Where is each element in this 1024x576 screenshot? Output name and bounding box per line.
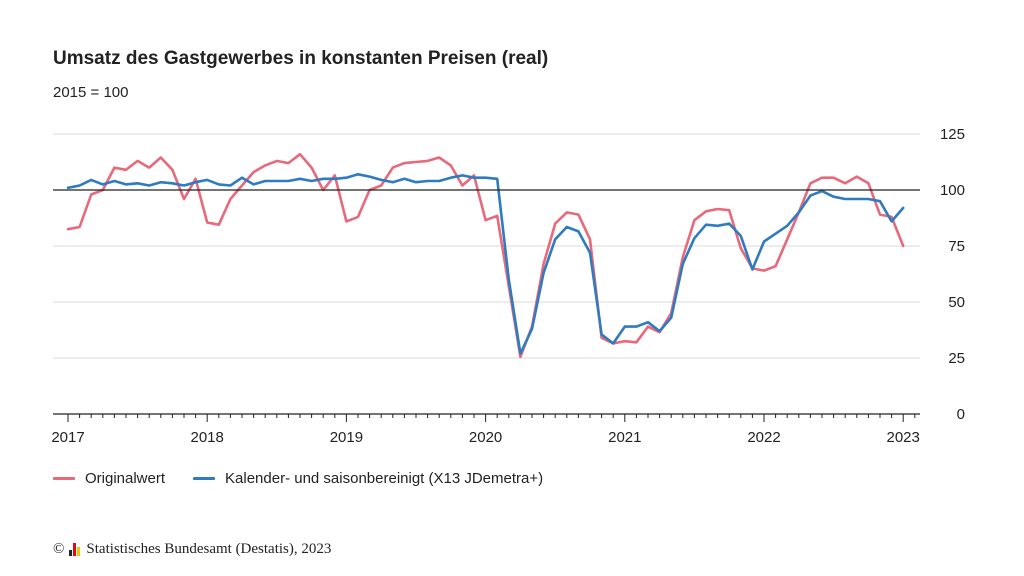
y-tick-label: 50 [948,294,965,311]
destatis-logo-icon [69,543,81,556]
series-line-originalwert [66,152,905,359]
x-tick-label: 2020 [469,429,502,446]
y-tick-label: 125 [940,126,965,143]
legend-item-bereinigt: Kalender- und saisonbereinigt (X13 JDeme… [193,470,543,487]
series-line-bereinigt [66,173,905,355]
x-tick-label: 2023 [887,429,920,446]
x-tick-label: 2018 [191,429,224,446]
y-axis-ticks: 0 25 50 75 100 125 [940,126,965,423]
legend: Originalwert Kalender- und saisonbereini… [53,470,571,487]
y-tick-label: 0 [957,406,965,423]
x-tick-label: 2019 [330,429,363,446]
source-footer: © Statistisches Bundesamt (Destatis), 20… [53,541,331,558]
source-text: Statistisches Bundesamt (Destatis), 2023 [86,541,332,557]
y-tick-label: 25 [948,350,965,367]
series-lines [66,152,905,359]
y-tick-label: 100 [940,182,965,199]
legend-label-originalwert: Originalwert [85,470,166,487]
legend-swatch-bereinigt [193,477,216,480]
legend-swatch-originalwert [53,477,75,480]
x-axis: 2017 2018 2019 2020 2021 2022 2023 [51,413,920,446]
x-tick-label: 2022 [747,429,780,446]
x-tick-label: 2017 [51,429,84,446]
chart-title: Umsatz des Gastgewerbes in konstanten Pr… [53,48,549,69]
y-tick-label: 75 [948,238,965,255]
grid-lines [53,133,920,359]
legend-item-originalwert: Originalwert [53,470,165,487]
copyright-symbol: © [53,541,65,557]
legend-label-bereinigt: Kalender- und saisonbereinigt (X13 JDeme… [225,470,544,487]
x-tick-label: 2021 [608,429,641,446]
chart-subtitle: 2015 = 100 [53,84,129,101]
